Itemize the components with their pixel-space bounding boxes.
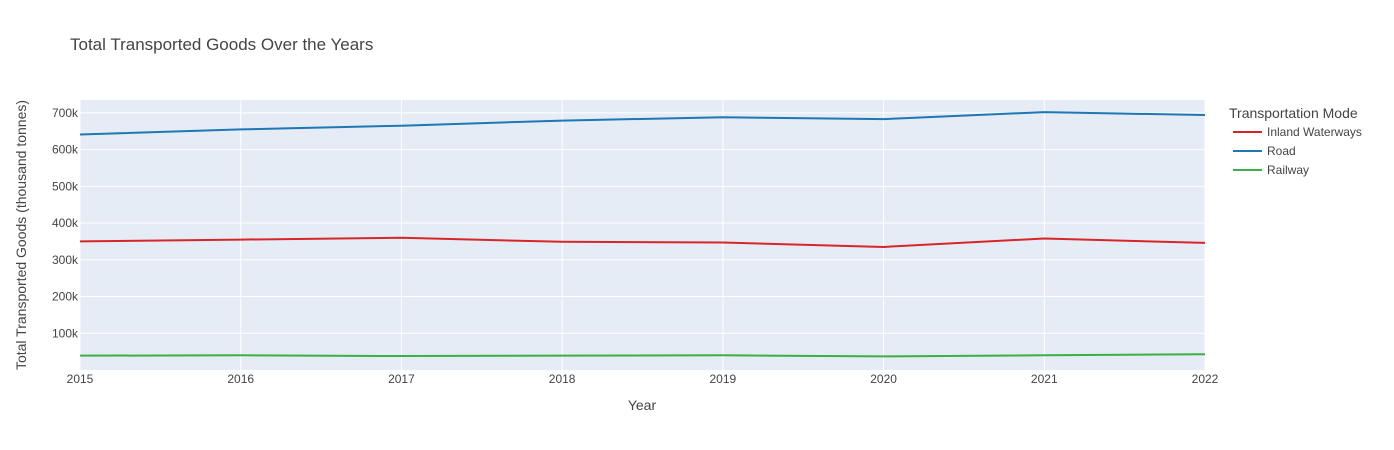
- x-tick-label: 2018: [549, 372, 576, 386]
- legend-label: Inland Waterways: [1267, 125, 1362, 139]
- y-tick-label: 600k: [52, 143, 79, 157]
- x-tick-label: 2020: [870, 372, 897, 386]
- y-tick-label: 400k: [52, 216, 79, 230]
- chart-title: Total Transported Goods Over the Years: [70, 35, 373, 54]
- x-tick-label: 2015: [67, 372, 94, 386]
- legend-title: Transportation Mode: [1229, 105, 1358, 121]
- plot-area: [80, 100, 1205, 370]
- series-line-railway: [79, 353, 1206, 358]
- y-tick-label: 300k: [52, 253, 79, 267]
- series-line-inland-waterways: [79, 236, 1206, 248]
- x-axis-ticks: 2015 2016 2017 2018 2019 2020 2021 2022: [67, 372, 1219, 386]
- x-tick-label: 2021: [1031, 372, 1058, 386]
- y-tick-label: 500k: [52, 179, 79, 193]
- grid-lines: [79, 100, 1206, 370]
- legend-label: Railway: [1267, 163, 1309, 177]
- y-axis-ticks: 100k 200k 300k 400k 500k 600k 700k: [52, 106, 79, 340]
- x-tick-label: 2022: [1192, 372, 1219, 386]
- y-tick-label: 200k: [52, 290, 79, 304]
- x-tick-label: 2017: [388, 372, 415, 386]
- y-axis-title: Total Transported Goods (thousand tonnes…: [13, 100, 29, 370]
- series-line-road: [79, 111, 1206, 136]
- legend: Transportation Mode Inland Waterways Road…: [1229, 105, 1362, 177]
- x-tick-label: 2016: [227, 372, 254, 386]
- series-lines: [79, 111, 1206, 358]
- legend-label: Road: [1267, 144, 1296, 158]
- legend-items: Inland Waterways Road Railway: [1233, 125, 1362, 177]
- x-tick-label: 2019: [710, 372, 737, 386]
- x-axis-title: Year: [628, 397, 657, 413]
- y-tick-label: 100k: [52, 326, 79, 340]
- y-tick-label: 700k: [52, 106, 79, 120]
